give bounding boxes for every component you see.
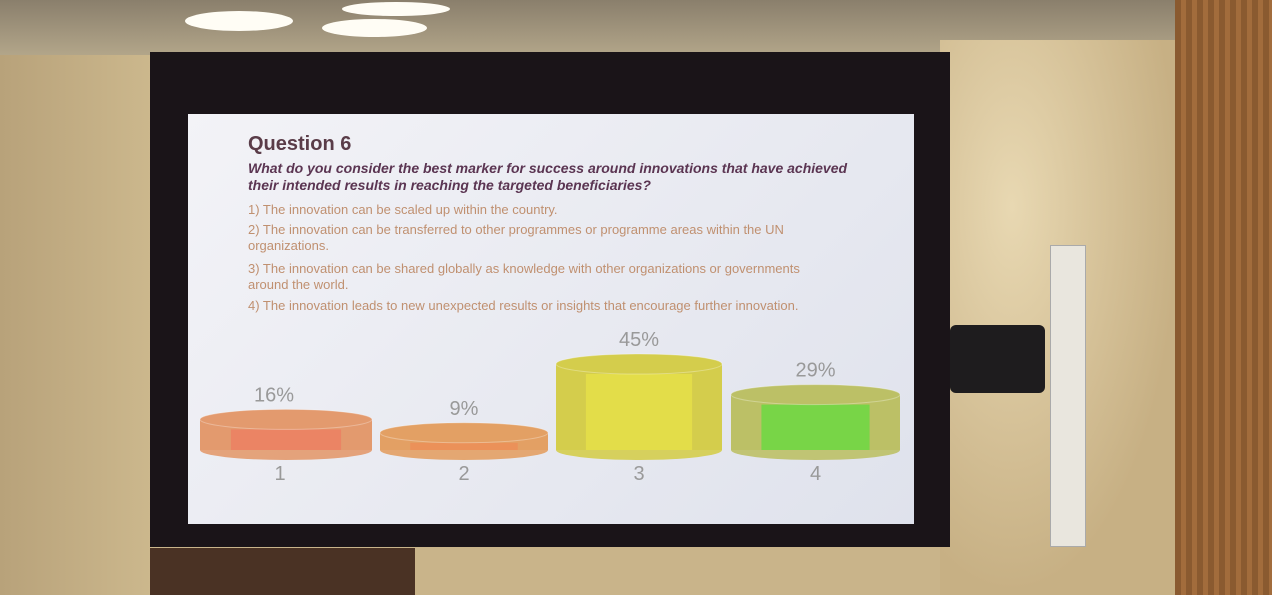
value-label: 29% <box>795 360 835 382</box>
ceiling-light <box>342 2 450 16</box>
floor-shadow <box>150 548 415 595</box>
left-wall <box>0 55 160 595</box>
value-label: 16% <box>254 384 294 406</box>
bar-front <box>761 404 870 450</box>
bar-top <box>555 353 723 375</box>
category-label: 4 <box>810 463 821 485</box>
option: 1) The innovation can be scaled up withi… <box>248 202 558 217</box>
value-label: 45% <box>619 329 659 351</box>
speaker <box>1050 245 1086 547</box>
bar-top <box>379 422 549 444</box>
bar-top <box>199 408 373 430</box>
option: 3) The innovation can be shared globally… <box>248 261 800 292</box>
title: Question 6 <box>248 133 352 155</box>
category-label: 3 <box>633 463 644 485</box>
category-label: 1 <box>274 463 285 485</box>
bar-top <box>730 384 901 406</box>
bar-front <box>585 374 693 450</box>
camera <box>950 325 1045 393</box>
category-label: 2 <box>458 463 469 485</box>
ceiling-light <box>322 19 427 37</box>
bar-front <box>410 442 518 450</box>
question: What do you consider the best marker for… <box>248 160 848 193</box>
wood-panel <box>1175 0 1272 595</box>
bar-front <box>230 429 342 450</box>
ceiling-light <box>185 11 293 31</box>
value-label: 9% <box>450 398 479 420</box>
option: 4) The innovation leads to new unexpecte… <box>248 298 799 313</box>
option: 2) The innovation can be transferred to … <box>248 222 784 253</box>
